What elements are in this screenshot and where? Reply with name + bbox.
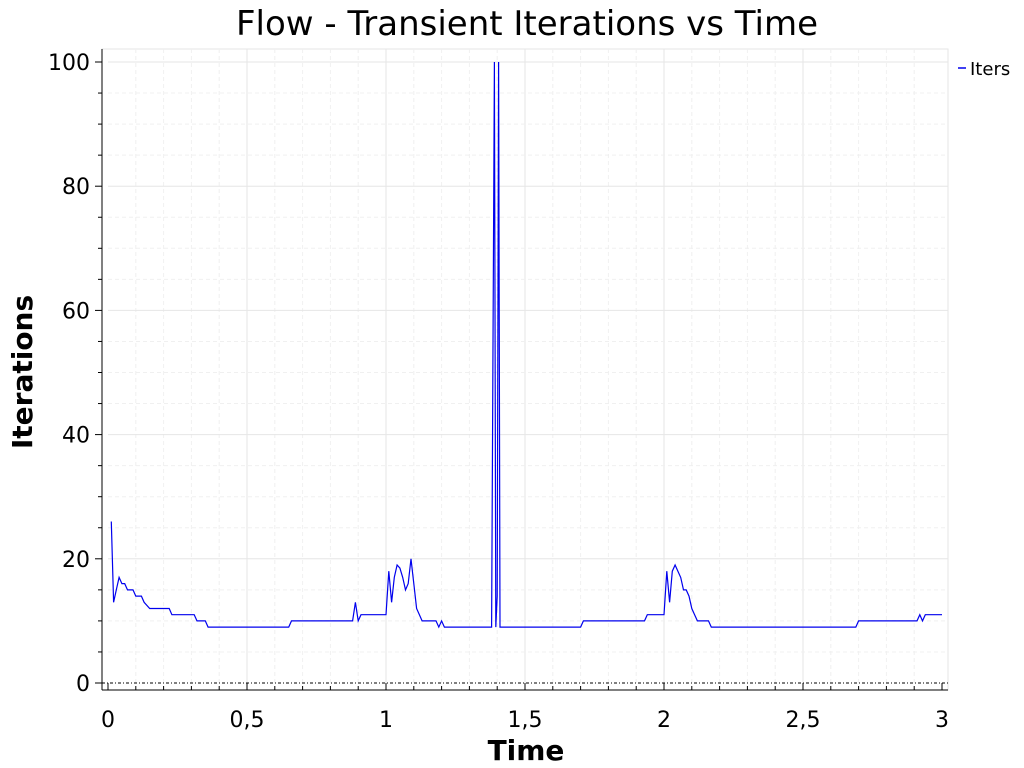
- y-ticks: 0 20 40 60 80 100: [48, 51, 102, 697]
- series-line-iters: [110, 61, 942, 629]
- x-axis-label: Time: [488, 734, 565, 767]
- legend-label-iters: Iters: [970, 59, 1010, 80]
- x-tick-label: 3: [935, 708, 949, 733]
- x-tick-label: 1,5: [508, 708, 543, 733]
- y-tick-label: 100: [48, 51, 90, 76]
- y-tick-label: 40: [62, 424, 90, 449]
- x-tick-label: 2,5: [786, 708, 821, 733]
- legend: Iters: [958, 59, 1010, 80]
- y-tick-label: 80: [62, 175, 90, 200]
- chart-title: Flow - Transient Iterations vs Time: [236, 4, 818, 44]
- x-tick-label: 1: [379, 708, 393, 733]
- series: [110, 61, 942, 629]
- x-tick-label: 0,5: [230, 708, 265, 733]
- y-tick-label: 20: [62, 548, 90, 573]
- x-tick-label: 0: [101, 708, 115, 733]
- y-axis-label: Iterations: [6, 295, 39, 449]
- y-tick-label: 60: [62, 299, 90, 324]
- y-tick-label: 0: [76, 672, 90, 697]
- x-ticks: 0 0,5 1 1,5 2 2,5 3: [101, 683, 949, 733]
- grid: [108, 49, 948, 683]
- x-tick-label: 2: [657, 708, 671, 733]
